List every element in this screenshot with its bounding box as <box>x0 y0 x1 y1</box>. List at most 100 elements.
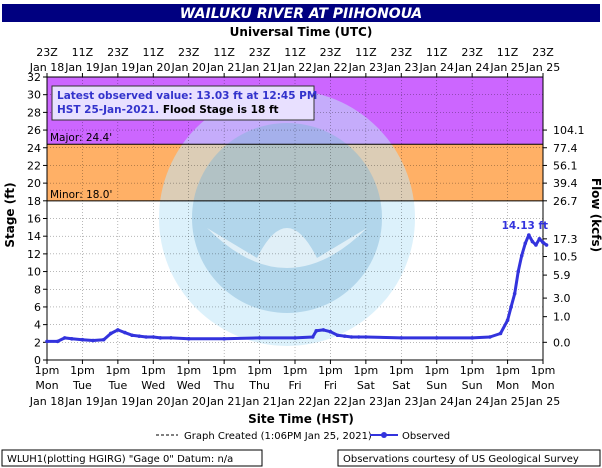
site-tick-time: 1pm <box>247 364 272 377</box>
site-tick-day: Tue <box>72 379 92 392</box>
site-tick-time: 1pm <box>212 364 237 377</box>
flow-tick-label: 3.0 <box>553 292 571 305</box>
stage-tick-label: 32 <box>27 71 41 84</box>
utc-tick-time: 23Z <box>320 46 342 59</box>
top-axis-title: Universal Time (UTC) <box>230 25 373 39</box>
site-tick-time: 1pm <box>318 364 343 377</box>
observed-point <box>488 335 492 339</box>
observed-point <box>321 328 326 332</box>
site-tick-time: 1pm <box>389 364 414 377</box>
site-tick-day: Sun <box>462 379 483 392</box>
utc-tick-date: Jan 21 <box>241 61 276 74</box>
stage-tick-label: 8 <box>34 283 41 296</box>
site-tick-day: Thu <box>248 379 270 392</box>
bottom-axis-title: Site Time (HST) <box>248 412 354 426</box>
observed-point <box>509 305 513 309</box>
legend-observed-marker <box>381 432 387 438</box>
utc-tick-date: Jan 23 <box>383 61 418 74</box>
observed-point <box>349 335 354 339</box>
observed-point <box>62 336 67 340</box>
utc-tick-time: 11Z <box>143 46 165 59</box>
info-box <box>51 85 315 121</box>
site-tick-time: 1pm <box>106 364 131 377</box>
observed-point <box>498 331 503 336</box>
watermark-outer-circle <box>159 90 415 346</box>
observed-point <box>328 329 333 334</box>
stage-tick-label: 30 <box>27 89 41 102</box>
noaa-watermark <box>159 90 415 346</box>
site-tick-date: Jan 20 <box>170 395 205 408</box>
utc-tick-time: 11Z <box>72 46 94 59</box>
site-time-axis: 1pm Mon Jan 18 1pm Tue Jan 19 1pm Tue Jan 19 1pm W… <box>29 360 560 408</box>
utc-tick-time: 23Z <box>107 46 129 59</box>
observed-point <box>342 334 347 338</box>
utc-tick-date: Jan 20 <box>170 61 205 74</box>
observed-point <box>541 240 545 245</box>
stage-tick-label: 12 <box>27 248 41 261</box>
utc-tick-time: 11Z <box>284 46 306 59</box>
utc-tick-time: 11Z <box>355 46 377 59</box>
chart-title: WAILUKU RIVER AT PIIHONOUA <box>180 6 423 22</box>
utc-tick-date: Jan 25 <box>489 61 524 74</box>
utc-tick-time: 11Z <box>497 46 519 59</box>
site-tick-day: Wed <box>177 379 201 392</box>
utc-tick-time: 23Z <box>36 46 58 59</box>
flow-tick-label: 39.4 <box>553 177 578 190</box>
utc-tick-time: 23Z <box>391 46 413 59</box>
site-tick-time: 1pm <box>531 364 556 377</box>
observed-point <box>434 336 439 340</box>
site-tick-day: Sat <box>392 379 411 392</box>
site-tick-day: Mon <box>496 379 519 392</box>
site-tick-time: 1pm <box>495 364 520 377</box>
flow-tick-label: 17.3 <box>553 233 578 246</box>
flow-tick-label: 10.5 <box>553 251 578 264</box>
site-tick-date: Jan 25 <box>489 395 524 408</box>
utc-tick-date: Jan 18 <box>29 61 64 74</box>
site-tick-date: Jan 21 <box>241 395 276 408</box>
site-tick-date: Jan 19 <box>64 395 99 408</box>
site-tick-date: Jan 23 <box>348 395 383 408</box>
site-tick-time: 1pm <box>176 364 201 377</box>
site-tick-time: 1pm <box>424 364 449 377</box>
legend-observed-text: Observed <box>402 431 450 442</box>
observed-point <box>364 335 368 339</box>
observed-point <box>137 334 141 338</box>
flow-tick-label: 5.9 <box>553 269 571 282</box>
legend-created-text: Graph Created (1:06PM Jan 25, 2021) <box>184 431 372 442</box>
site-tick-day: Sun <box>426 379 447 392</box>
site-tick-date: Jan 24 <box>418 395 453 408</box>
observed-point <box>144 335 148 339</box>
observed-point <box>356 335 361 339</box>
utc-tick-time: 11Z <box>213 46 235 59</box>
observed-point <box>116 328 120 332</box>
watermark-inner-circle <box>192 123 382 313</box>
observed-point <box>534 243 538 247</box>
footer-left-box <box>1 449 263 467</box>
major-threshold-label: Major: 24.4' <box>50 132 112 144</box>
stage-tick-label: 6 <box>34 301 41 314</box>
flow-tick-label: 1.0 <box>553 311 571 324</box>
site-tick-day: Fri <box>324 379 337 392</box>
flow-tick-label: 56.1 <box>553 159 578 172</box>
flow-axis: 0.0 1.0 3.0 5.9 10.5 17.3 26.7 39.4 56.1 77.4 104.… <box>543 124 585 349</box>
site-tick-time: 1pm <box>354 364 379 377</box>
observed-point <box>257 336 262 340</box>
site-tick-time: 1pm <box>70 364 95 377</box>
stage-tick-label: 16 <box>27 213 41 226</box>
observed-point <box>530 239 535 244</box>
observed-line <box>47 233 548 343</box>
utc-tick-date: Jan 23 <box>348 61 383 74</box>
observed-point <box>222 336 226 341</box>
observed-point <box>399 336 404 340</box>
observed-point <box>512 291 517 296</box>
observed-point <box>55 339 60 344</box>
utc-tick-date: Jan 21 <box>206 61 241 74</box>
site-tick-day: Thu <box>213 379 235 392</box>
utc-tick-date: Jan 24 <box>454 61 489 74</box>
stage-tick-label: 14 <box>27 230 41 243</box>
observed-point <box>101 337 106 342</box>
stage-tick-label: 2 <box>34 336 41 349</box>
title-bar <box>2 4 600 22</box>
stage-tick-label: 28 <box>27 106 41 119</box>
